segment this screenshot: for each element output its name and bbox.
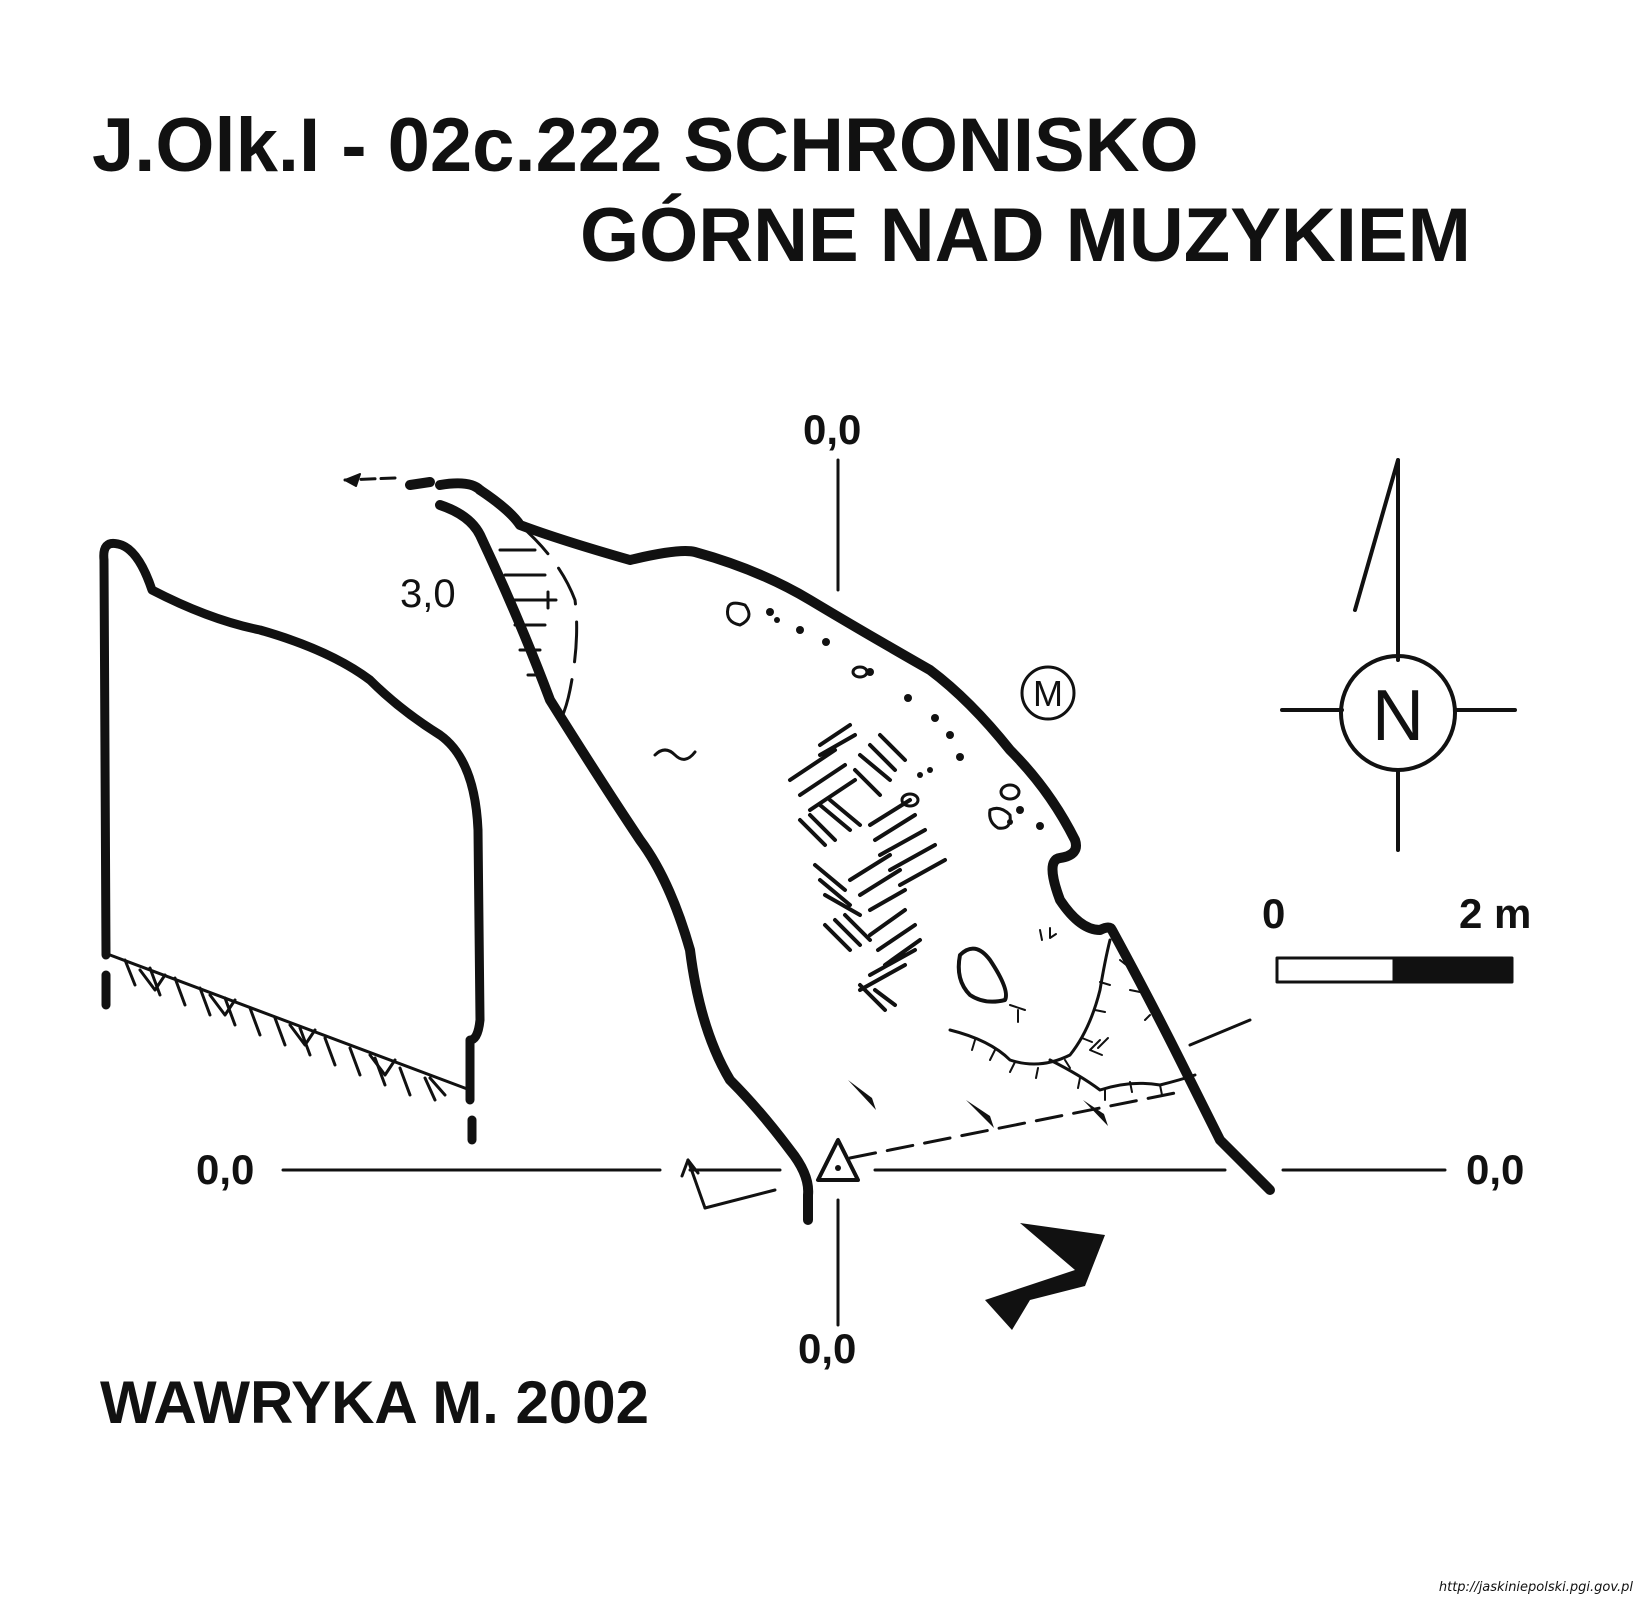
block-hatch	[788, 723, 947, 1012]
datum-label-top: 0,0	[803, 406, 862, 453]
datum-label-bottom: 0,0	[798, 1325, 857, 1372]
station-triangle	[816, 1138, 860, 1182]
dots-line	[766, 608, 1044, 830]
bearing-line	[703, 1188, 777, 1210]
depth-label: 3,0	[400, 572, 456, 616]
cave-wall-west	[435, 500, 814, 1225]
map-title-line1: J.Olk.I - 02c.222 SCHRONISKO	[92, 103, 1199, 188]
small-stones	[726, 601, 1021, 830]
floor-step-line	[948, 938, 1112, 1066]
inner-ledge	[518, 523, 579, 732]
step-ticks	[971, 959, 1191, 1101]
rock-block-outline	[99, 538, 485, 1105]
compass-rose	[1280, 458, 1517, 852]
exit-arrowhead	[344, 473, 361, 487]
small-marks	[1009, 927, 1109, 1056]
large-boulder	[956, 946, 1008, 1004]
bearing-arrow	[686, 1158, 707, 1210]
scale-label-start: 0	[1262, 890, 1286, 937]
scale-bar	[1275, 956, 1514, 984]
cave-wall-west-dash2	[405, 477, 435, 490]
entrance-arrow	[985, 1223, 1105, 1330]
drip-line-right	[1188, 1018, 1252, 1047]
plus-sign	[538, 590, 558, 610]
map-symbol-letter: M	[1033, 673, 1063, 714]
cave-wall-west-dash	[435, 478, 485, 495]
map-symbol-circle	[1020, 665, 1076, 721]
author-credit: WAWRYKA M. 2002	[100, 1369, 649, 1436]
map-title-line2: GÓRNE NAD MUZYKIEM	[580, 193, 1471, 278]
datum-label-right: 0,0	[1466, 1146, 1525, 1193]
datum-label-left: 0,0	[196, 1146, 255, 1193]
ledge-hatch	[498, 548, 552, 677]
compass-letter: N	[1372, 676, 1424, 756]
scale-label-end: 2 m	[1459, 890, 1532, 937]
floor-step-line2	[1048, 1058, 1197, 1092]
survey-markers	[848, 1080, 1108, 1128]
slope-hatching	[108, 953, 472, 1102]
source-url: http://jaskiniepolski.pgi.gov.pl	[1438, 1580, 1633, 1595]
station-dot	[835, 1165, 841, 1171]
survey-line	[848, 1090, 1182, 1160]
wave-symbol	[653, 748, 697, 761]
cave-wall-east	[475, 485, 1275, 1195]
